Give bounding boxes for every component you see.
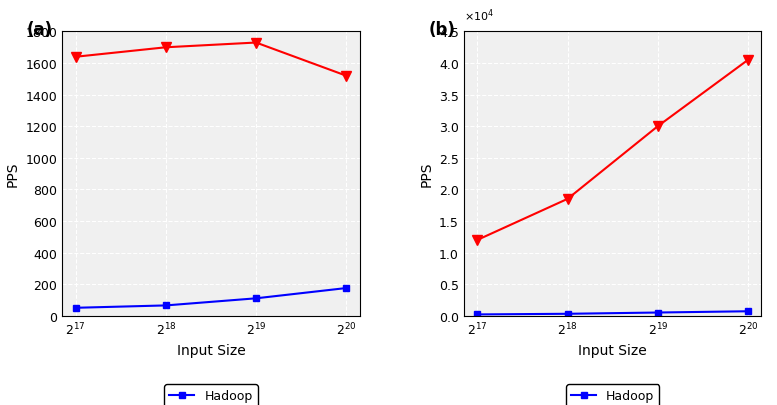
Y-axis label: PPS: PPS xyxy=(6,162,20,187)
Y-axis label: PPS: PPS xyxy=(420,162,434,187)
Text: (a): (a) xyxy=(26,21,53,39)
Spark xyxy=(252,41,261,46)
Hadoop xyxy=(252,296,261,301)
Text: $\times10^4$: $\times10^4$ xyxy=(464,7,494,23)
Hadoop xyxy=(342,286,351,291)
Spark xyxy=(563,197,572,202)
Hadoop xyxy=(472,312,482,317)
X-axis label: Input Size: Input Size xyxy=(578,343,647,357)
Line: Spark: Spark xyxy=(71,38,351,81)
Spark xyxy=(161,46,170,51)
Spark xyxy=(71,55,80,60)
Spark xyxy=(472,238,482,243)
Hadoop xyxy=(161,303,170,308)
Line: Hadoop: Hadoop xyxy=(72,285,350,311)
Legend: Hadoop, Spark: Hadoop, Spark xyxy=(164,384,257,405)
Spark xyxy=(653,124,663,129)
Spark xyxy=(744,58,753,63)
Hadoop xyxy=(744,309,753,314)
X-axis label: Input Size: Input Size xyxy=(176,343,246,357)
Hadoop xyxy=(71,306,80,311)
Line: Spark: Spark xyxy=(472,56,753,245)
Legend: Hadoop, Spark: Hadoop, Spark xyxy=(566,384,660,405)
Hadoop xyxy=(563,311,572,316)
Line: Hadoop: Hadoop xyxy=(474,308,751,318)
Spark xyxy=(342,74,351,79)
Hadoop xyxy=(653,310,663,315)
Text: (b): (b) xyxy=(428,21,455,39)
